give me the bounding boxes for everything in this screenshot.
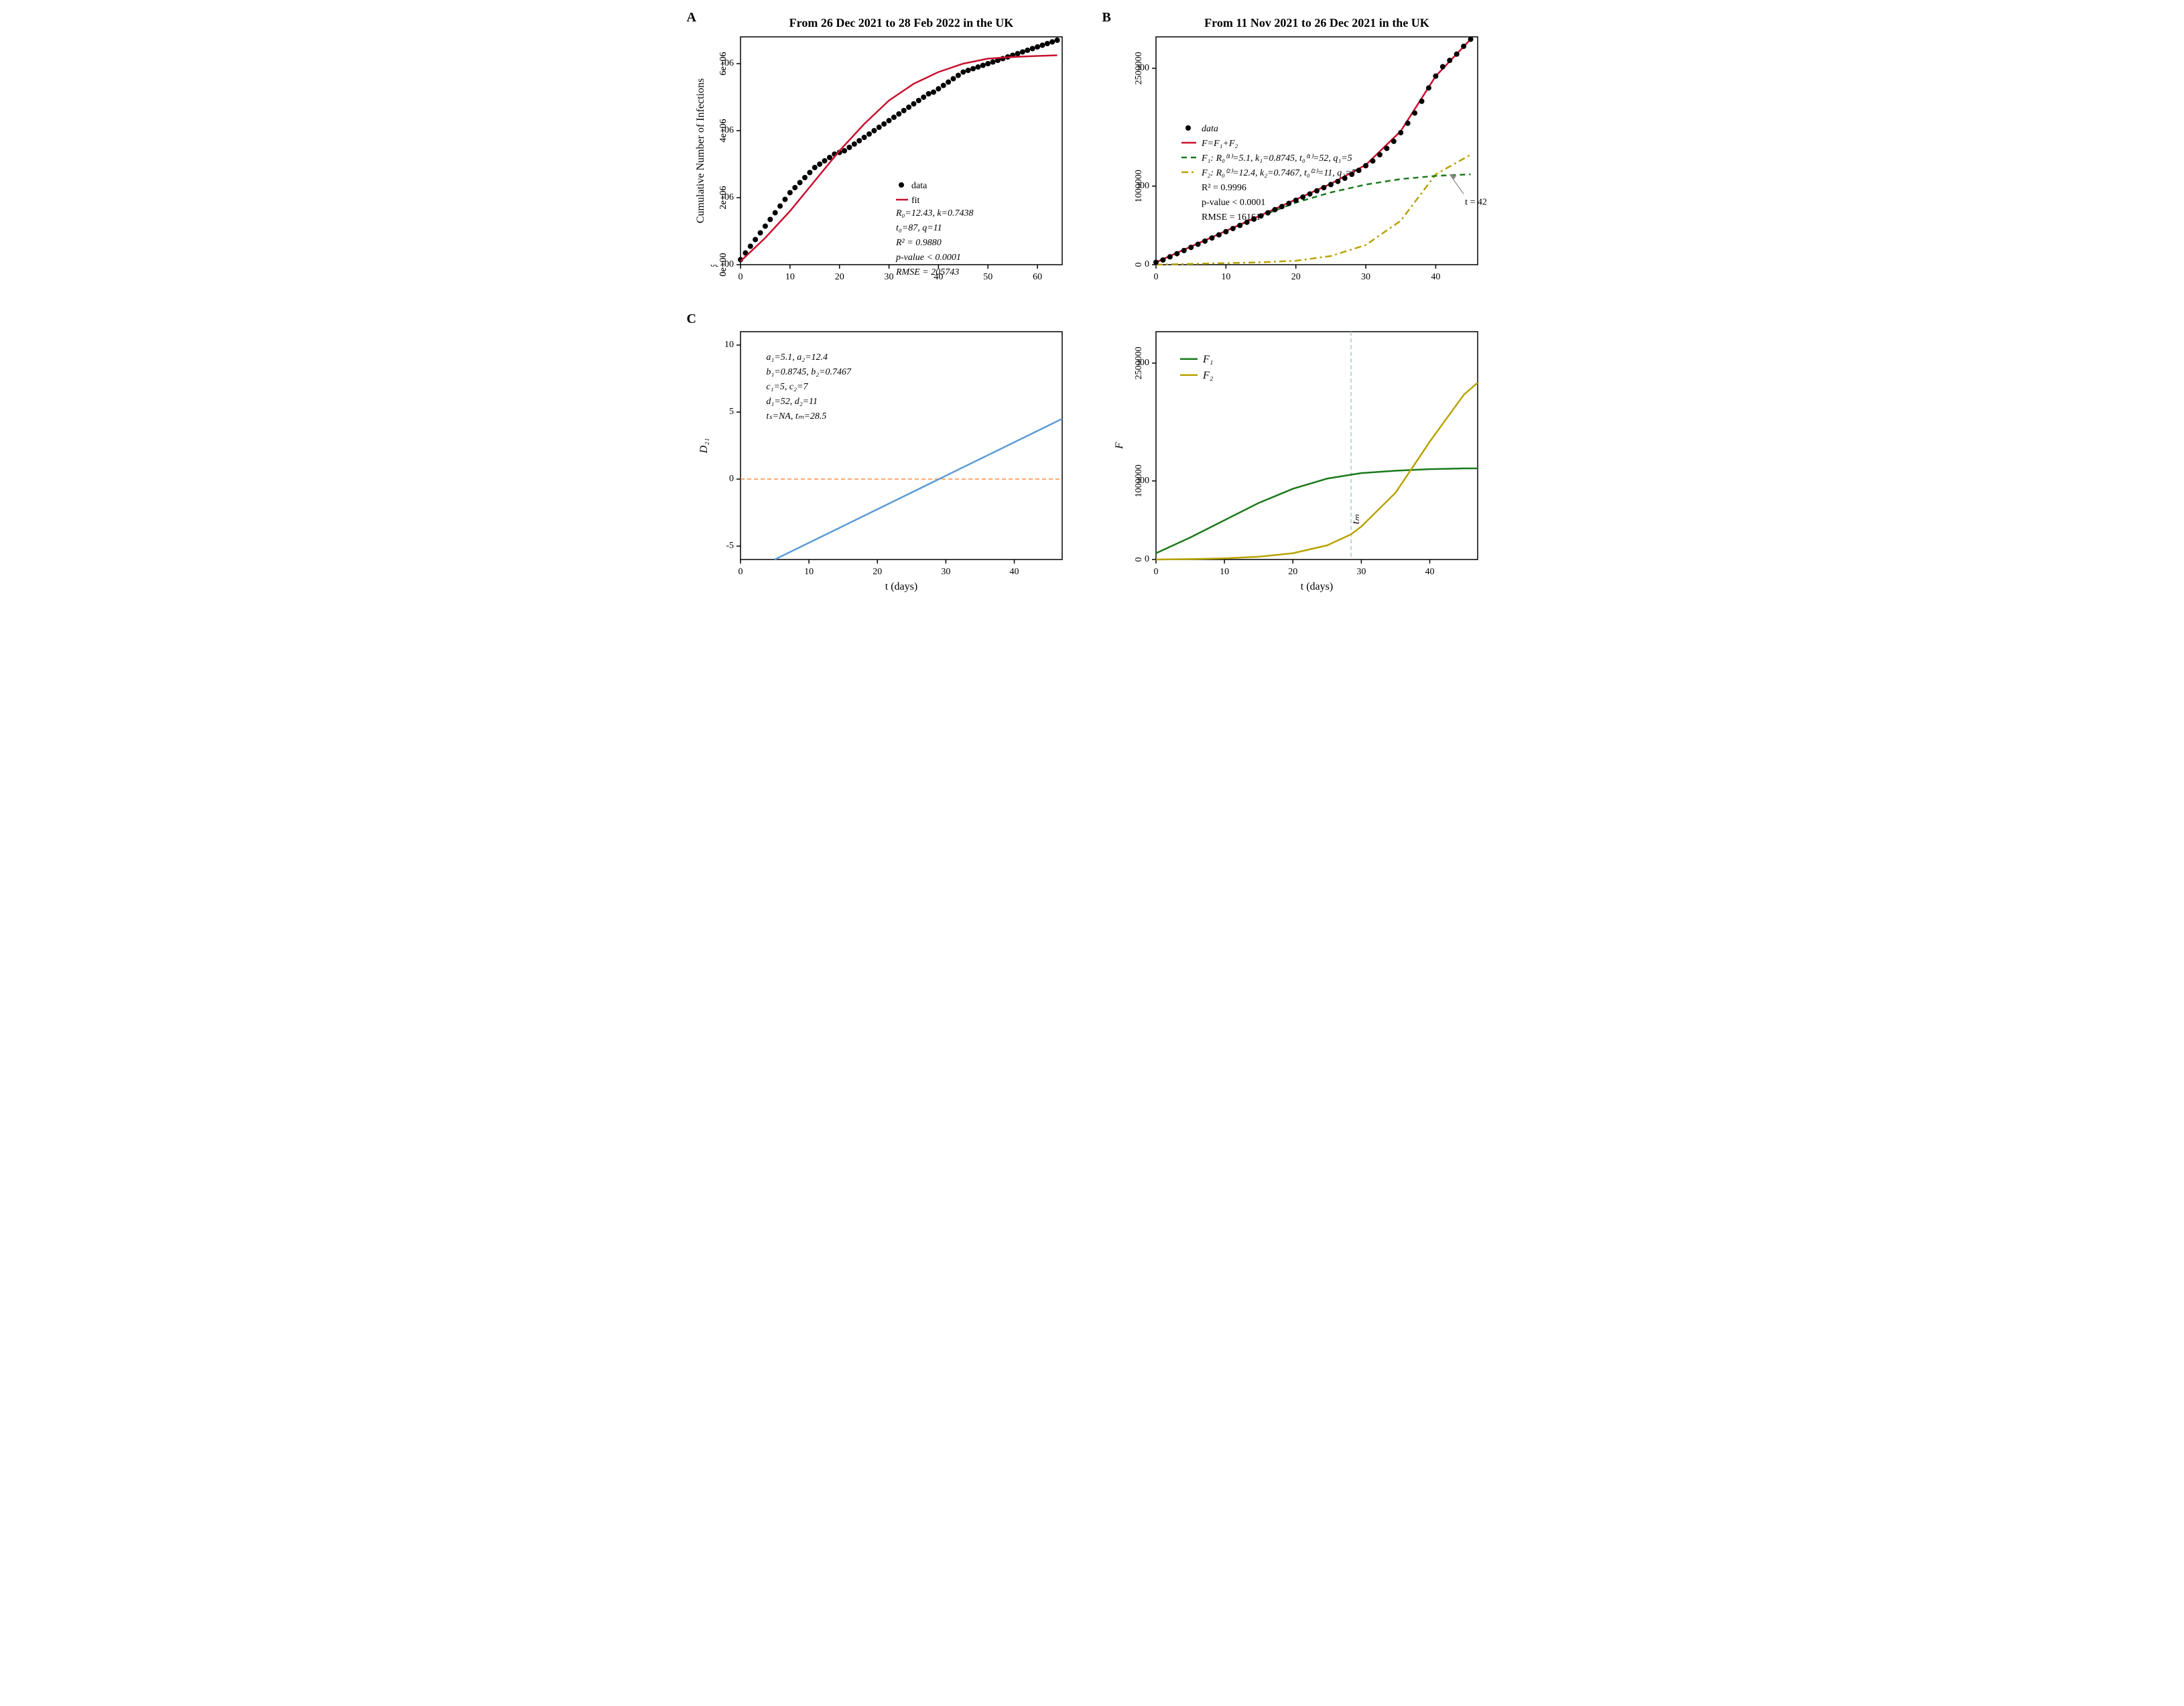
svg-text:R² = 0.9996: R² = 0.9996	[1202, 183, 1246, 193]
svg-text:20: 20	[1288, 567, 1297, 577]
svg-text:F: F	[1114, 442, 1125, 450]
svg-text:t (days): t (days)	[885, 581, 917, 592]
svg-text:2500000: 2500000	[1134, 52, 1144, 84]
svg-text:60: 60	[1033, 272, 1042, 282]
svg-text:0: 0	[1134, 557, 1144, 562]
svg-text:0: 0	[1145, 554, 1149, 564]
svg-text:data: data	[911, 181, 927, 191]
svg-text:20: 20	[1291, 272, 1300, 282]
svg-text:10: 10	[1221, 272, 1230, 282]
svg-text:20: 20	[834, 272, 844, 282]
svg-text:data: data	[1202, 124, 1218, 134]
svg-text:F=F₁+F₂: F=F₁+F₂	[1201, 139, 1238, 149]
svg-text:p-value < 0.0001: p-value < 0.0001	[1202, 198, 1265, 208]
svg-text:10: 10	[785, 272, 794, 282]
svg-text:D₂₁: D₂₁	[698, 438, 710, 454]
chart-c: 0 10 20 30 40 -5 0 5 10 t (days) D₂₁ a₁=5.1, a₂=12.…	[690, 315, 1079, 596]
svg-text:0: 0	[738, 272, 743, 282]
svg-text:30: 30	[1356, 567, 1366, 577]
chart-d: 010203040010000002500000010000002500000t…	[1106, 315, 1494, 596]
svg-text:-5: -5	[726, 541, 734, 551]
svg-text:tₘ: tₘ	[1350, 515, 1362, 524]
svg-text:t₀=87, q=11: t₀=87, q=11	[896, 223, 942, 233]
panel-c-label: C	[687, 312, 696, 327]
svg-text:10: 10	[1220, 567, 1229, 577]
svg-text:From 11 Nov 2021 to 26 Dec 202: From 11 Nov 2021 to 26 Dec 2021 in the U…	[1204, 16, 1429, 29]
figure-grid: A From 26 Dec 2021 to 28 Feb 2022 in the…	[690, 13, 1494, 596]
svg-text:F₂: F₂	[1202, 370, 1214, 381]
svg-text:tₛ=NA, tₘ=28.5: tₛ=NA, tₘ=28.5	[766, 411, 826, 421]
svg-text:b₁=0.8745, b₂=0.7467: b₁=0.8745, b₂=0.7467	[766, 367, 852, 377]
svg-text:0: 0	[1134, 263, 1144, 267]
panel-a-label: A	[687, 10, 696, 25]
svg-text:50: 50	[983, 272, 992, 282]
svg-text:6e+06: 6e+06	[718, 52, 728, 75]
svg-text:1000000: 1000000	[1134, 464, 1144, 497]
svg-text:40: 40	[1425, 567, 1434, 577]
svg-text:d₁=52, d₂=11: d₁=52, d₂=11	[766, 397, 818, 407]
svg-text:F₂: R₀⁽²⁾=12.4, k₂=0.7467, t₀⁽: F₂: R₀⁽²⁾=12.4, k₂=0.7467, t₀⁽²⁾=11, q₂=…	[1201, 168, 1357, 178]
svg-text:a₁=5.1, a₂=12.4: a₁=5.1, a₂=12.4	[766, 352, 828, 363]
svg-text:5: 5	[729, 407, 734, 417]
svg-text:10: 10	[724, 340, 734, 350]
panel-b-label: B	[1102, 10, 1111, 25]
svg-text:0: 0	[1145, 259, 1149, 269]
chart-b: From 11 Nov 2021 to 26 Dec 2021 in the U…	[1106, 13, 1494, 295]
svg-text:Cumulative Number of Infection: Cumulative Number of Infections	[695, 78, 706, 223]
svg-text:F₁: F₁	[1202, 354, 1213, 365]
svg-text:0: 0	[729, 474, 734, 484]
svg-text:2500000: 2500000	[1134, 346, 1144, 379]
svg-text:30: 30	[1361, 272, 1370, 282]
svg-text:1000000: 1000000	[1134, 170, 1144, 202]
svg-text:t = 42: t = 42	[1465, 197, 1487, 207]
svg-text:0: 0	[738, 567, 743, 577]
svg-text:30: 30	[884, 272, 893, 282]
svg-text:2e+06: 2e+06	[718, 186, 728, 209]
svg-text:30: 30	[941, 567, 950, 577]
chart-a: From 26 Dec 2021 to 28 Feb 2022 in the U…	[690, 13, 1079, 295]
svg-text:40: 40	[1431, 272, 1440, 282]
svg-text:From 26 Dec 2021 to 28 Feb 202: From 26 Dec 2021 to 28 Feb 2022 in the U…	[789, 16, 1013, 29]
svg-text:0e+00: 0e+00	[718, 253, 728, 276]
svg-text:F₁: R₀⁽¹⁾=5.1, k₁=0.8745, t₀⁽¹: F₁: R₀⁽¹⁾=5.1, k₁=0.8745, t₀⁽¹⁾=52, q₁=5	[1201, 153, 1352, 163]
svg-text:4e+06: 4e+06	[718, 119, 728, 142]
svg-text:p-value < 0.0001: p-value < 0.0001	[895, 253, 961, 263]
svg-text:R² = 0.9880: R² = 0.9880	[895, 238, 942, 248]
panel-d: 010203040010000002500000010000002500000t…	[1106, 315, 1494, 596]
svg-text:RMSE = 205743: RMSE = 205743	[895, 267, 959, 277]
svg-text:0: 0	[1153, 272, 1158, 282]
svg-text:t (days): t (days)	[1300, 581, 1332, 592]
panel-b: B From 11 Nov 2021 to 26 Dec 2021 in the…	[1106, 13, 1494, 295]
panel-a: A From 26 Dec 2021 to 28 Feb 2022 in the…	[690, 13, 1079, 295]
svg-text:R₀=12.43, k=0.7438: R₀=12.43, k=0.7438	[895, 208, 974, 218]
svg-text:RMSE = 16161: RMSE = 16161	[1202, 212, 1261, 222]
svg-text:40: 40	[1009, 567, 1019, 577]
svg-text:fit: fit	[911, 196, 920, 206]
svg-text:20: 20	[873, 567, 882, 577]
svg-text:10: 10	[804, 567, 814, 577]
panel-c: C 0 10 20 30 40 -5 0 5 10 t (days) D₂₁ a₁=5.1, a₂=1…	[690, 315, 1079, 596]
svg-text:0: 0	[1153, 567, 1158, 577]
svg-text:c₁=5, c₂=7: c₁=5, c₂=7	[766, 382, 808, 392]
